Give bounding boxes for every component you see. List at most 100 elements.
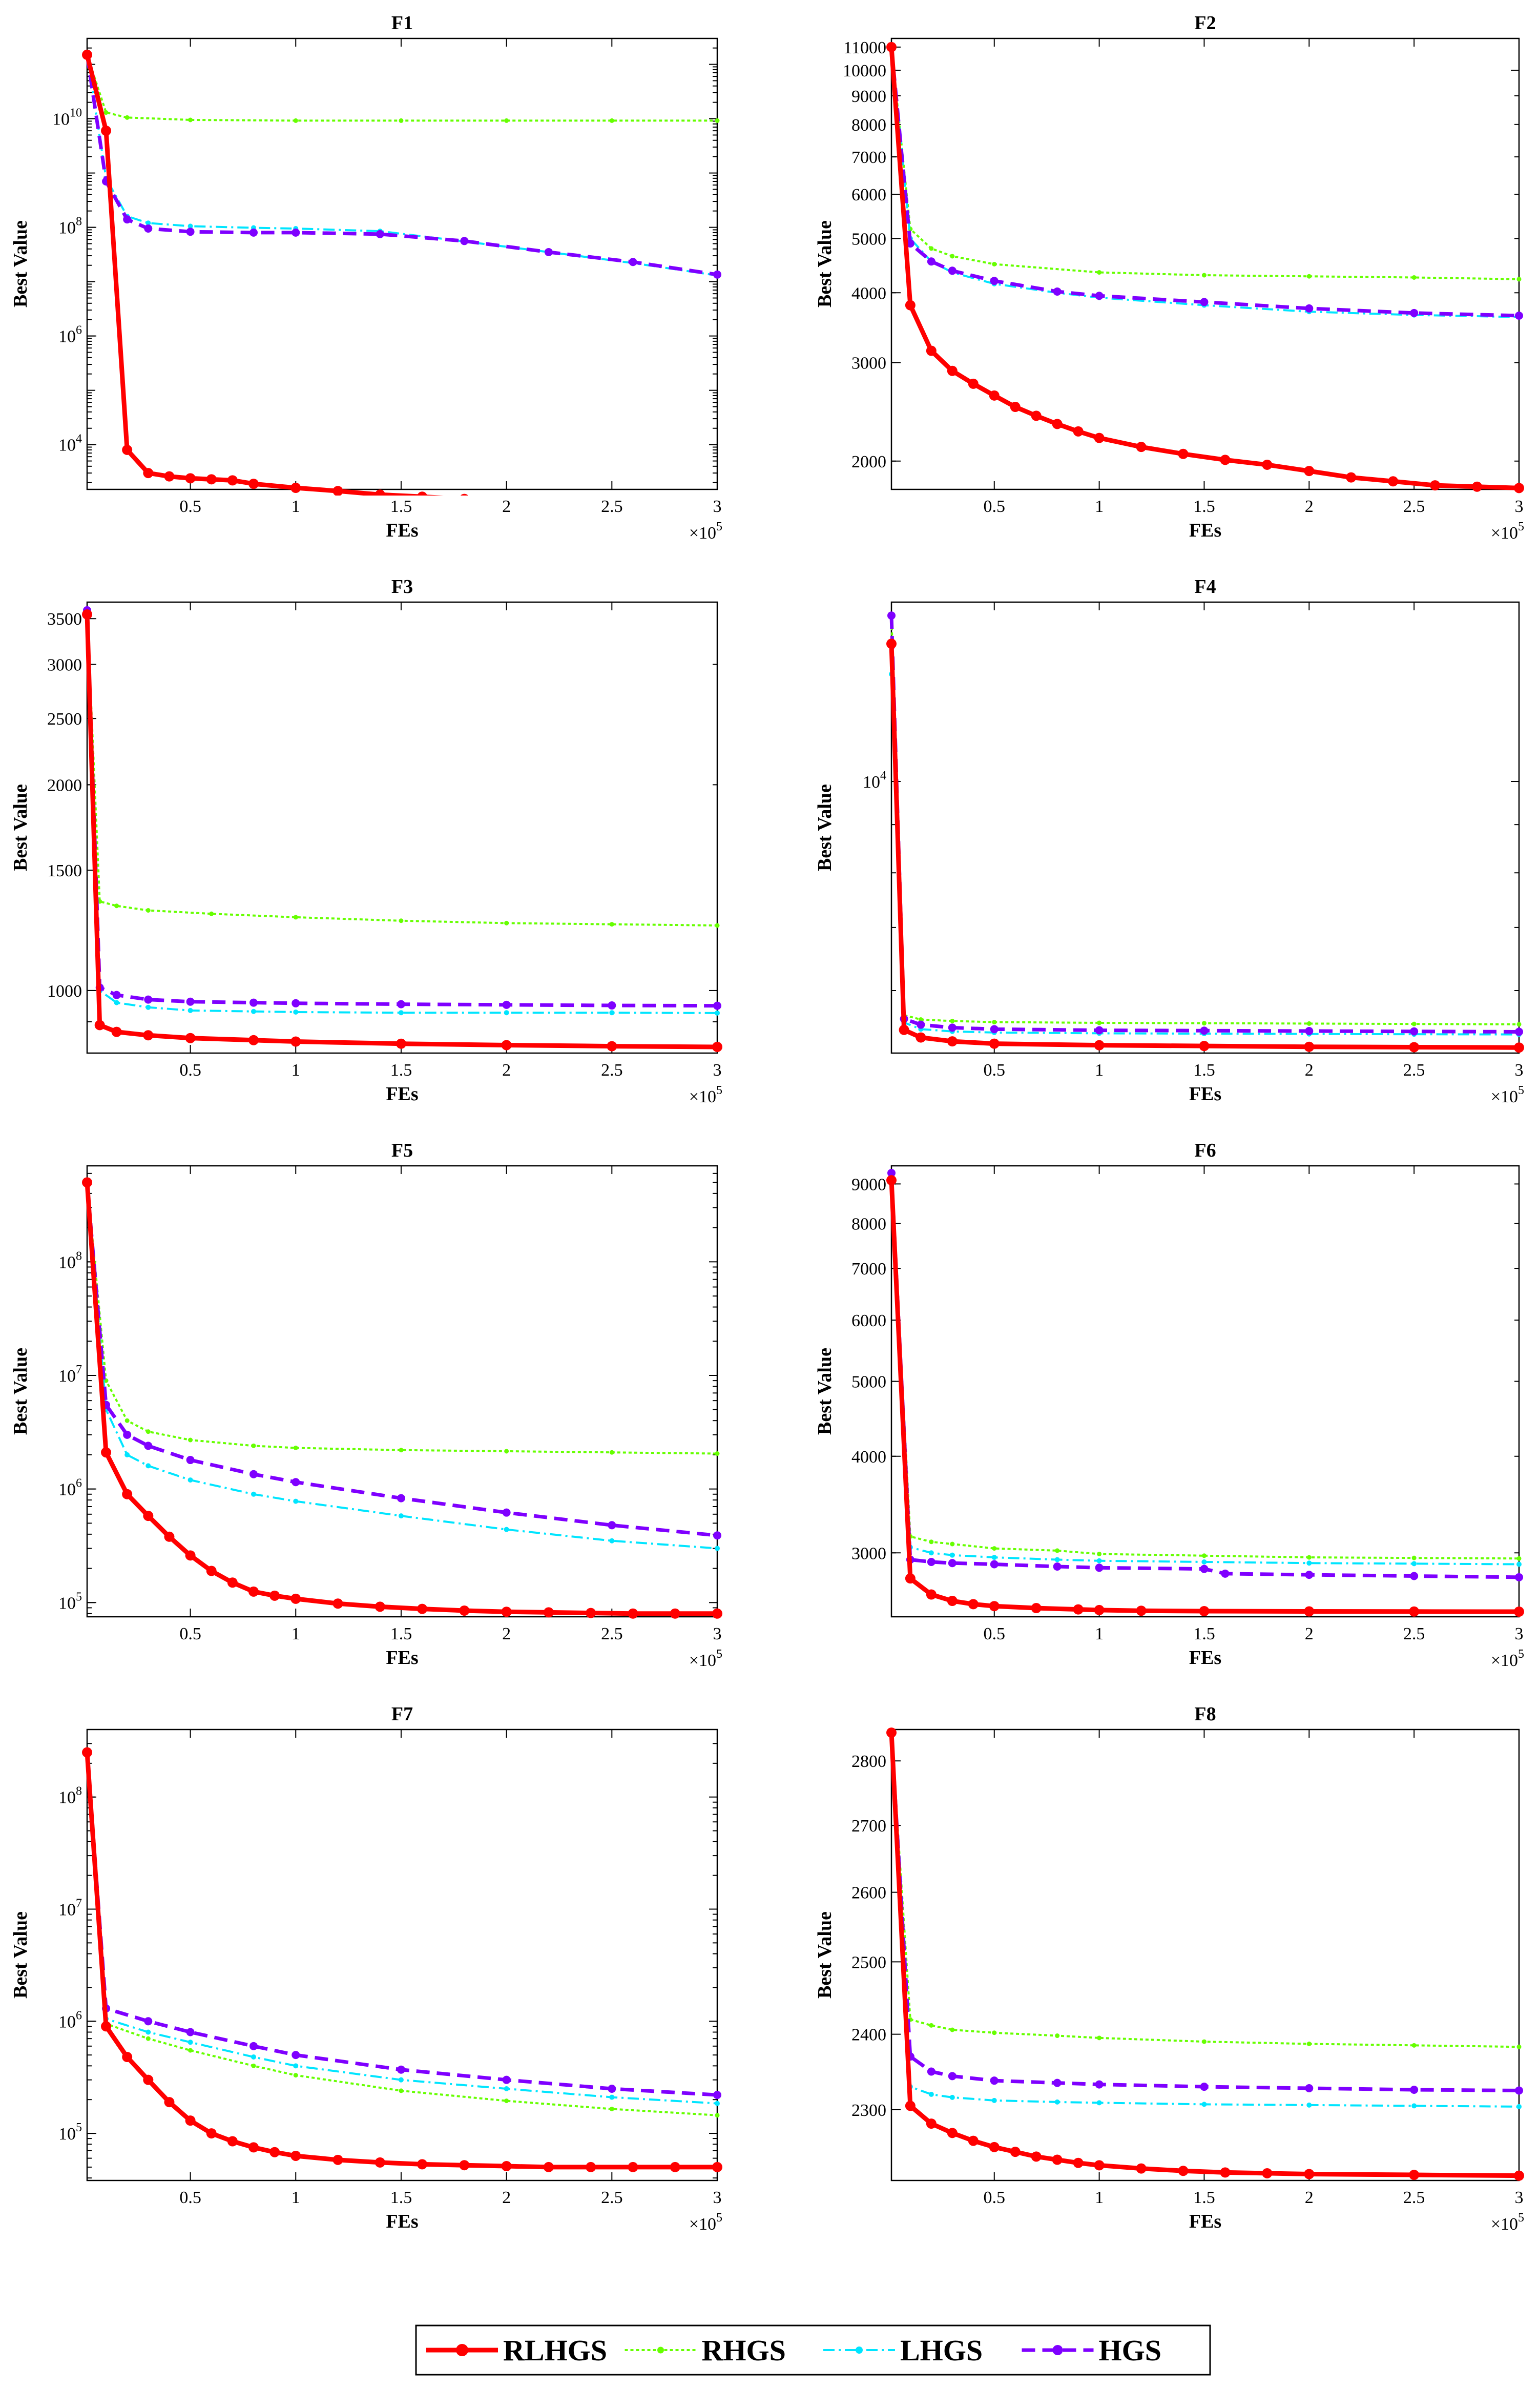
- x-axis-label: FEs: [1189, 2211, 1221, 2232]
- data-point-lhgs: [1516, 1561, 1522, 1567]
- data-point-rhgs: [1097, 1551, 1102, 1556]
- data-point-rlhgs: [947, 365, 958, 376]
- data-point-rlhgs: [926, 1589, 937, 1600]
- y-tick-label: 1000: [47, 982, 82, 1001]
- data-point-lhgs: [251, 2054, 256, 2060]
- x-tick-label: 2.5: [601, 1624, 623, 1643]
- data-point-hgs: [1410, 1572, 1419, 1580]
- chart-panel-f6: F6 0.5 1 1.5 2 2.5 3 3000 4000 5000 6000 7000 8000 90…: [814, 1140, 1524, 1670]
- chart-title: F8: [1194, 1703, 1216, 1725]
- data-point-rlhgs: [1220, 2167, 1231, 2178]
- x-tick-label: 2.5: [601, 1061, 623, 1080]
- data-point-rlhgs: [1304, 1606, 1315, 1617]
- x-axis-multiplier: ×105: [1491, 2211, 1524, 2234]
- data-point-rhgs: [293, 915, 298, 920]
- data-point-rlhgs: [459, 1605, 470, 1616]
- series-line-rhgs: [890, 47, 1520, 280]
- data-point-hgs: [990, 1560, 999, 1569]
- data-point-hgs: [292, 228, 300, 237]
- data-point-rhgs: [209, 911, 214, 916]
- data-point-hgs: [1200, 298, 1209, 306]
- data-point-rlhgs: [248, 479, 259, 489]
- y-tick-label: 8000: [851, 116, 886, 135]
- legend-marker: [456, 2344, 468, 2356]
- data-point-rlhgs: [1031, 2151, 1042, 2162]
- data-point-rlhgs: [82, 1747, 92, 1758]
- y-tick-label: 104: [58, 433, 82, 455]
- y-tick-label: 7000: [851, 1260, 886, 1279]
- data-point-lhgs: [1411, 2103, 1417, 2109]
- data-point-lhgs: [293, 1498, 299, 1504]
- data-point-rlhgs: [712, 1041, 722, 1052]
- data-point-rlhgs: [332, 1598, 343, 1609]
- y-tick-label: 10000: [843, 61, 886, 80]
- x-tick-label: 3: [1515, 497, 1524, 516]
- data-point-hgs: [1200, 1565, 1209, 1573]
- data-point-lhgs: [715, 2101, 720, 2106]
- data-point-rhgs: [929, 2023, 934, 2028]
- x-tick-label: 3: [1515, 1624, 1524, 1643]
- data-point-hgs: [927, 257, 935, 266]
- x-axis-label: FEs: [386, 1083, 418, 1105]
- y-tick-label: 1010: [52, 107, 82, 129]
- chart-panel-f7: F7 0.5 1 1.5 2 2.5 3 105 106 107 108 FEs Best Value ×…: [10, 1703, 722, 2234]
- data-point-hgs: [948, 2072, 956, 2081]
- data-point-rlhgs: [375, 1601, 385, 1612]
- x-tick-label: 2.5: [1403, 1624, 1425, 1643]
- data-point-lhgs: [928, 2091, 934, 2097]
- data-point-rlhgs: [248, 1586, 259, 1597]
- data-point-hgs: [927, 2067, 935, 2076]
- data-point-rlhgs: [1178, 2166, 1189, 2176]
- data-point-hgs: [713, 270, 721, 279]
- data-point-rhgs: [1097, 1020, 1102, 1025]
- data-point-lhgs: [609, 1010, 615, 1016]
- data-point-rlhgs: [926, 345, 937, 356]
- y-tick-label: 108: [58, 1249, 82, 1272]
- series-group: [82, 606, 722, 1052]
- data-point-rhgs: [145, 908, 151, 913]
- x-tick-label: 1: [292, 1624, 300, 1643]
- data-point-rlhgs: [586, 1608, 596, 1618]
- data-point-rhgs: [715, 2113, 720, 2118]
- x-tick-label: 0.5: [984, 1624, 1006, 1643]
- data-point-rhgs: [145, 1429, 151, 1434]
- data-point-rlhgs: [905, 1573, 916, 1584]
- data-point-rlhgs: [1073, 426, 1084, 437]
- y-tick-label: 3000: [851, 1544, 886, 1563]
- data-point-rhgs: [504, 118, 509, 123]
- x-tick-label: 2.5: [1403, 2188, 1425, 2207]
- data-point-rlhgs: [143, 2074, 154, 2085]
- x-tick-label: 1.5: [1193, 1061, 1215, 1080]
- y-tick-label: 106: [58, 2009, 82, 2031]
- data-point-rlhgs: [947, 1596, 958, 1607]
- data-point-lhgs: [928, 1550, 934, 1556]
- series-line-hgs: [889, 1172, 1520, 1579]
- x-axis-label: FEs: [386, 2211, 418, 2232]
- legend-label: HGS: [1099, 2334, 1162, 2367]
- data-point-rhgs: [1306, 1555, 1312, 1560]
- data-point-lhgs: [1054, 1557, 1060, 1562]
- data-point-rhgs: [103, 110, 109, 115]
- x-tick-label: 2: [1305, 497, 1314, 516]
- data-point-hgs: [608, 1521, 616, 1530]
- data-point-rlhgs: [1262, 2168, 1273, 2178]
- data-point-rlhgs: [1514, 483, 1524, 493]
- data-point-rhgs: [188, 117, 193, 122]
- data-point-lhgs: [251, 1009, 256, 1014]
- x-tick-label: 3: [1515, 2188, 1524, 2207]
- chart-panel-f5: F5 0.5 1 1.5 2 2.5 3 105 106 107 108 FEs Best Value ×…: [10, 1140, 722, 1670]
- data-point-rlhgs: [1409, 2170, 1420, 2180]
- plot-frame: [86, 1728, 718, 2181]
- data-point-rlhgs: [905, 2101, 916, 2111]
- data-point-lhgs: [1054, 2099, 1060, 2105]
- data-point-hgs: [713, 2091, 721, 2100]
- data-point-rlhgs: [143, 1030, 154, 1041]
- data-point-rlhgs: [1073, 1604, 1084, 1615]
- data-point-rlhgs: [543, 2162, 554, 2172]
- data-point-rlhgs: [227, 2136, 238, 2147]
- data-point-rlhgs: [111, 1026, 122, 1037]
- data-point-hgs: [544, 248, 553, 256]
- x-tick-label: 1: [1095, 1061, 1104, 1080]
- data-point-rlhgs: [947, 2128, 958, 2138]
